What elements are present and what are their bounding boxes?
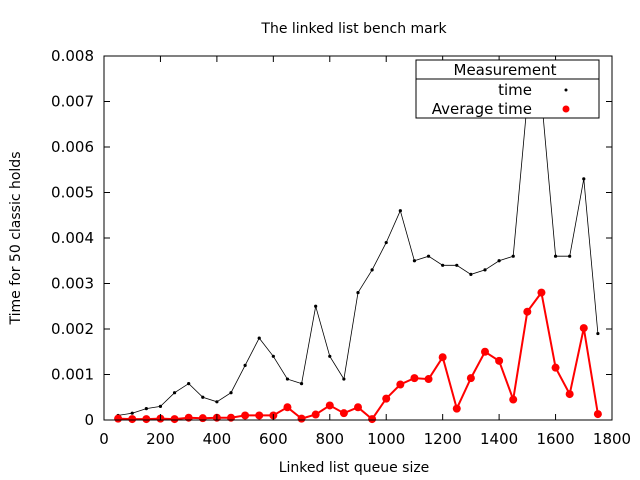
data-point-time bbox=[370, 268, 374, 272]
data-point-time bbox=[187, 382, 191, 386]
x-tick-label: 400 bbox=[203, 430, 232, 448]
data-point-time bbox=[469, 272, 473, 276]
data-point-average-time bbox=[170, 415, 179, 424]
data-point-time bbox=[412, 259, 417, 263]
data-point-average-time bbox=[283, 403, 292, 412]
data-point-average-time bbox=[184, 413, 193, 422]
series-time bbox=[116, 95, 600, 418]
data-point-time bbox=[172, 391, 177, 395]
data-point-time bbox=[229, 391, 233, 395]
data-point-average-time bbox=[537, 288, 546, 297]
data-point-average-time bbox=[410, 374, 419, 383]
data-point-time bbox=[285, 377, 290, 381]
data-point-average-time bbox=[509, 395, 518, 404]
x-axis: 0 200 400 600 800 1000 1200 1400 1600 1800 bbox=[99, 56, 631, 448]
x-tick-label: 1800 bbox=[593, 430, 631, 448]
legend: Measurement time Average time bbox=[415, 59, 600, 119]
data-point-average-time bbox=[339, 409, 348, 418]
data-point-time bbox=[398, 209, 402, 213]
data-point-average-time bbox=[495, 356, 504, 365]
data-point-time bbox=[497, 259, 501, 263]
data-point-time bbox=[130, 411, 134, 415]
data-point-average-time bbox=[368, 415, 377, 424]
series-average-time bbox=[114, 288, 602, 424]
x-tick-label: 200 bbox=[146, 430, 175, 448]
data-point-average-time bbox=[297, 414, 306, 423]
legend-entry-average-time: Average time bbox=[432, 100, 532, 118]
x-tick-label: 1000 bbox=[367, 430, 405, 448]
y-axis-title: Time for 50 classic holds bbox=[8, 152, 24, 326]
data-point-average-time bbox=[438, 353, 447, 362]
y-tick-label: 0.002 bbox=[51, 320, 94, 338]
data-point-time bbox=[257, 336, 261, 340]
legend-title: Measurement bbox=[454, 61, 557, 79]
y-tick-label: 0.004 bbox=[51, 229, 94, 247]
data-point-average-time bbox=[354, 403, 362, 412]
data-point-time bbox=[426, 254, 431, 258]
data-point-time bbox=[342, 377, 346, 381]
x-tick-label: 0 bbox=[99, 430, 109, 448]
data-point-time bbox=[356, 291, 360, 295]
y-tick-label: 0.003 bbox=[51, 275, 94, 293]
data-point-time bbox=[201, 395, 205, 399]
x-tick-label: 1400 bbox=[480, 430, 518, 448]
data-point-time bbox=[158, 404, 163, 408]
data-point-time bbox=[596, 331, 600, 336]
data-point-time bbox=[314, 304, 318, 308]
data-point-average-time bbox=[198, 414, 207, 423]
y-tick-label: 0.007 bbox=[51, 93, 94, 111]
data-point-time bbox=[553, 254, 558, 258]
data-point-average-time bbox=[241, 411, 250, 420]
data-point-time bbox=[243, 363, 247, 367]
data-point-average-time bbox=[255, 411, 264, 420]
data-point-average-time bbox=[227, 413, 235, 422]
legend-marker-average-time bbox=[562, 105, 570, 113]
data-point-time bbox=[441, 263, 445, 267]
data-point-time bbox=[568, 254, 572, 258]
series-line-time bbox=[118, 96, 599, 416]
y-axis: 0 0.001 0.002 0.003 0.004 0.005 0.006 0.007 0.00… bbox=[51, 47, 612, 429]
data-point-time bbox=[299, 382, 304, 386]
data-point-time bbox=[271, 354, 275, 358]
chart-title: The linked list bench mark bbox=[260, 21, 447, 37]
y-tick-label: 0.006 bbox=[51, 138, 94, 156]
legend-entry-time: time bbox=[498, 81, 532, 99]
data-point-average-time bbox=[579, 324, 588, 333]
data-point-average-time bbox=[142, 415, 151, 424]
data-point-time bbox=[455, 263, 459, 267]
data-point-average-time bbox=[452, 404, 461, 413]
data-point-average-time bbox=[128, 415, 137, 424]
data-point-average-time bbox=[593, 410, 602, 419]
data-point-average-time bbox=[325, 401, 334, 410]
data-point-average-time bbox=[382, 394, 391, 403]
x-tick-label: 1200 bbox=[424, 430, 462, 448]
data-point-time bbox=[511, 254, 515, 258]
data-point-average-time bbox=[466, 374, 475, 383]
data-point-average-time bbox=[311, 410, 320, 419]
data-point-time bbox=[328, 354, 332, 358]
data-point-average-time bbox=[396, 380, 405, 389]
data-point-average-time bbox=[481, 347, 489, 356]
data-point-time bbox=[144, 407, 148, 411]
data-point-average-time bbox=[523, 307, 532, 316]
data-point-time bbox=[582, 177, 586, 181]
y-tick-label: 0.008 bbox=[51, 47, 94, 65]
series-layer bbox=[114, 95, 602, 424]
x-axis-title: Linked list queue size bbox=[279, 460, 430, 476]
x-tick-label: 800 bbox=[315, 430, 344, 448]
data-point-average-time bbox=[114, 414, 123, 423]
y-tick-label: 0.001 bbox=[51, 366, 94, 384]
y-tick-label: 0 bbox=[84, 411, 94, 429]
x-tick-label: 600 bbox=[259, 430, 288, 448]
x-tick-label: 1600 bbox=[536, 430, 574, 448]
data-point-average-time bbox=[565, 390, 574, 399]
data-point-time bbox=[215, 400, 219, 404]
data-point-average-time bbox=[551, 363, 560, 372]
data-point-time bbox=[483, 268, 487, 272]
data-point-average-time bbox=[424, 375, 433, 384]
y-tick-label: 0.005 bbox=[51, 184, 94, 202]
data-point-time bbox=[384, 240, 388, 245]
legend-marker-time bbox=[564, 88, 568, 92]
